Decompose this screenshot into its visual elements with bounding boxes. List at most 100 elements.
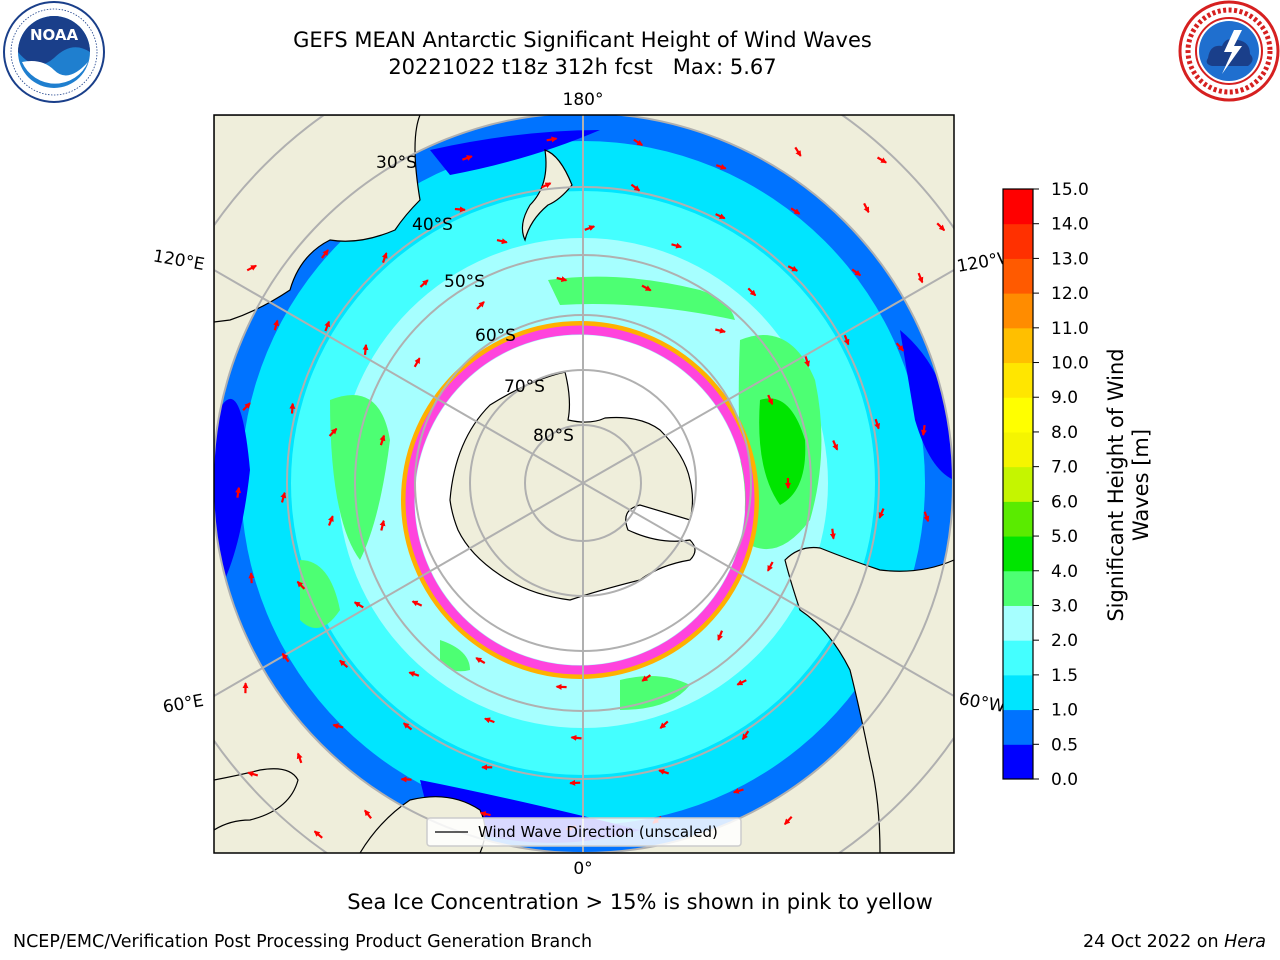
lon-label-180: 180° [563, 90, 604, 110]
wind-wave-arrow [541, 182, 552, 189]
colorbar-tick-label: 10.0 [1051, 354, 1089, 374]
lat-label-30s: 30°S [376, 153, 417, 173]
colorbar-tick-label: 5.0 [1051, 527, 1078, 547]
colorbar-swatch [1003, 189, 1033, 225]
wind-wave-arrow [630, 183, 641, 192]
wind-wave-arrow [641, 674, 652, 682]
colorbar-tick-label: 8.0 [1051, 423, 1078, 443]
wind-wave-arrow [324, 320, 331, 332]
chart-title: GEFS MEAN Antarctic Significant Height o… [180, 27, 985, 81]
lat-label-50s: 50°S [444, 272, 485, 292]
colorbar-label-line-1: Significant Height of Wind [1104, 348, 1128, 621]
colorbar: 0.0 0.5 1.0 1.5 2.0 3.0 4.0 5.0 6.0 7.0 8.0 9.0 10.0… [1002, 180, 1089, 790]
wind-wave-arrow [829, 528, 836, 540]
lon-label-60w: 60°W [957, 689, 1007, 717]
title-line-2: 20221022 t18z 312h fcst Max: 5.67 [388, 55, 777, 79]
wind-wave-arrow [246, 264, 257, 272]
colorbar-swatch [1003, 744, 1033, 780]
wind-wave-arrow [379, 519, 386, 531]
wind-wave-arrow [247, 771, 259, 777]
wind-wave-arrow [296, 580, 306, 590]
wind-wave-arrow [736, 679, 747, 686]
colorbar-label-line-2: Waves [m] [1129, 429, 1153, 541]
wind-wave-arrow [242, 402, 251, 412]
colorbar-tick-label: 15.0 [1051, 180, 1089, 200]
wind-wave-arrow [280, 491, 287, 503]
wind-wave-arrow [496, 238, 508, 245]
wind-wave-arrow [248, 572, 255, 584]
wind-wave-arrow [546, 136, 558, 143]
wind-wave-arrow [235, 486, 242, 498]
wind-wave-arrow [917, 272, 924, 284]
wind-wave-arrow [479, 811, 491, 817]
lat-label-60s: 60°S [475, 326, 516, 346]
wind-wave-arrow [920, 424, 927, 436]
colorbar-tick-label: 9.0 [1051, 388, 1078, 408]
wind-wave-arrow [783, 816, 793, 825]
map-legend: Wind Wave Direction (unscaled) [426, 817, 742, 847]
footer-host: Hera [1224, 932, 1266, 952]
colorbar-tick-label: 11.0 [1051, 319, 1089, 339]
colorbar-tick-label: 1.0 [1051, 701, 1078, 721]
wind-wave-arrow [832, 440, 839, 451]
wind-wave-arrow [923, 511, 930, 523]
wind-wave-arrow [715, 163, 727, 170]
wind-wave-arrow [413, 357, 421, 368]
colorbar-swatch [1003, 466, 1033, 502]
wind-wave-arrow [741, 730, 750, 741]
wind-wave-arrow [419, 279, 429, 288]
colorbar-tick-label: 1.5 [1051, 666, 1078, 686]
colorbar-swatch [1003, 570, 1033, 606]
wind-wave-arrow [411, 600, 423, 607]
colorbar-swatch [1003, 536, 1033, 572]
wind-wave-arrow [328, 427, 338, 437]
wind-wave-arrow [717, 630, 724, 641]
wind-wave-arrow [296, 752, 303, 764]
lat-label-40s: 40°S [412, 215, 453, 235]
colorbar-swatch [1003, 640, 1033, 676]
wind-wave-arrow [476, 301, 485, 310]
noaa-logo: NOAA [3, 1, 105, 103]
wind-wave-arrow [874, 418, 881, 430]
wind-wave-arrow [767, 394, 774, 406]
colorbar-swatch [1003, 362, 1033, 398]
wind-wave-arrow [715, 327, 726, 334]
colorbar-tick-label: 0.0 [1051, 770, 1078, 790]
wind-wave-arrow [556, 276, 568, 283]
wind-wave-arrow [273, 319, 279, 331]
colorbar-swatch [1003, 431, 1033, 468]
wind-wave-arrow [659, 720, 669, 729]
wind-wave-arrow [787, 265, 799, 272]
footer-branch: NCEP/EMC/Verification Post Processing Pr… [13, 932, 593, 952]
wind-wave-arrow [379, 434, 386, 446]
colorbar-tick-label: 3.0 [1051, 596, 1078, 616]
wind-wave-arrow [462, 155, 473, 161]
wind-wave-arrows [235, 136, 946, 839]
lon-label-60e: 60°E [161, 691, 205, 718]
lon-label-120e: 120°E [152, 246, 206, 275]
colorbar-tick-label: 6.0 [1051, 492, 1078, 512]
footer-date: 24 Oct 2022 on Hera [1083, 932, 1266, 952]
new-zealand-landmass [521, 149, 573, 242]
wind-wave-arrow [633, 138, 644, 147]
wind-wave-arrow [454, 206, 466, 213]
wind-wave-arrow [570, 734, 582, 741]
wind-wave-arrow [313, 830, 323, 839]
wind-wave-arrow [895, 342, 905, 352]
wind-wave-arrow [332, 723, 344, 730]
colorbar-swatch [1003, 223, 1033, 259]
wind-wave-arrow [327, 515, 334, 526]
graticule [214, 115, 954, 853]
wind-wave-arrow [353, 601, 364, 609]
colorbar-swatch [1003, 258, 1033, 294]
wind-wave-arrow [671, 242, 683, 249]
wind-wave-arrow [381, 252, 388, 263]
wind-wave-arrow [321, 249, 329, 259]
colorbar-tick-label: 12.0 [1051, 284, 1089, 304]
title-line-1: GEFS MEAN Antarctic Significant Height o… [293, 28, 872, 52]
wind-wave-arrow [641, 284, 652, 292]
colorbar-frame [1002, 188, 1034, 780]
wind-wave-arrow [281, 652, 290, 663]
wind-wave-arrow [408, 671, 420, 677]
